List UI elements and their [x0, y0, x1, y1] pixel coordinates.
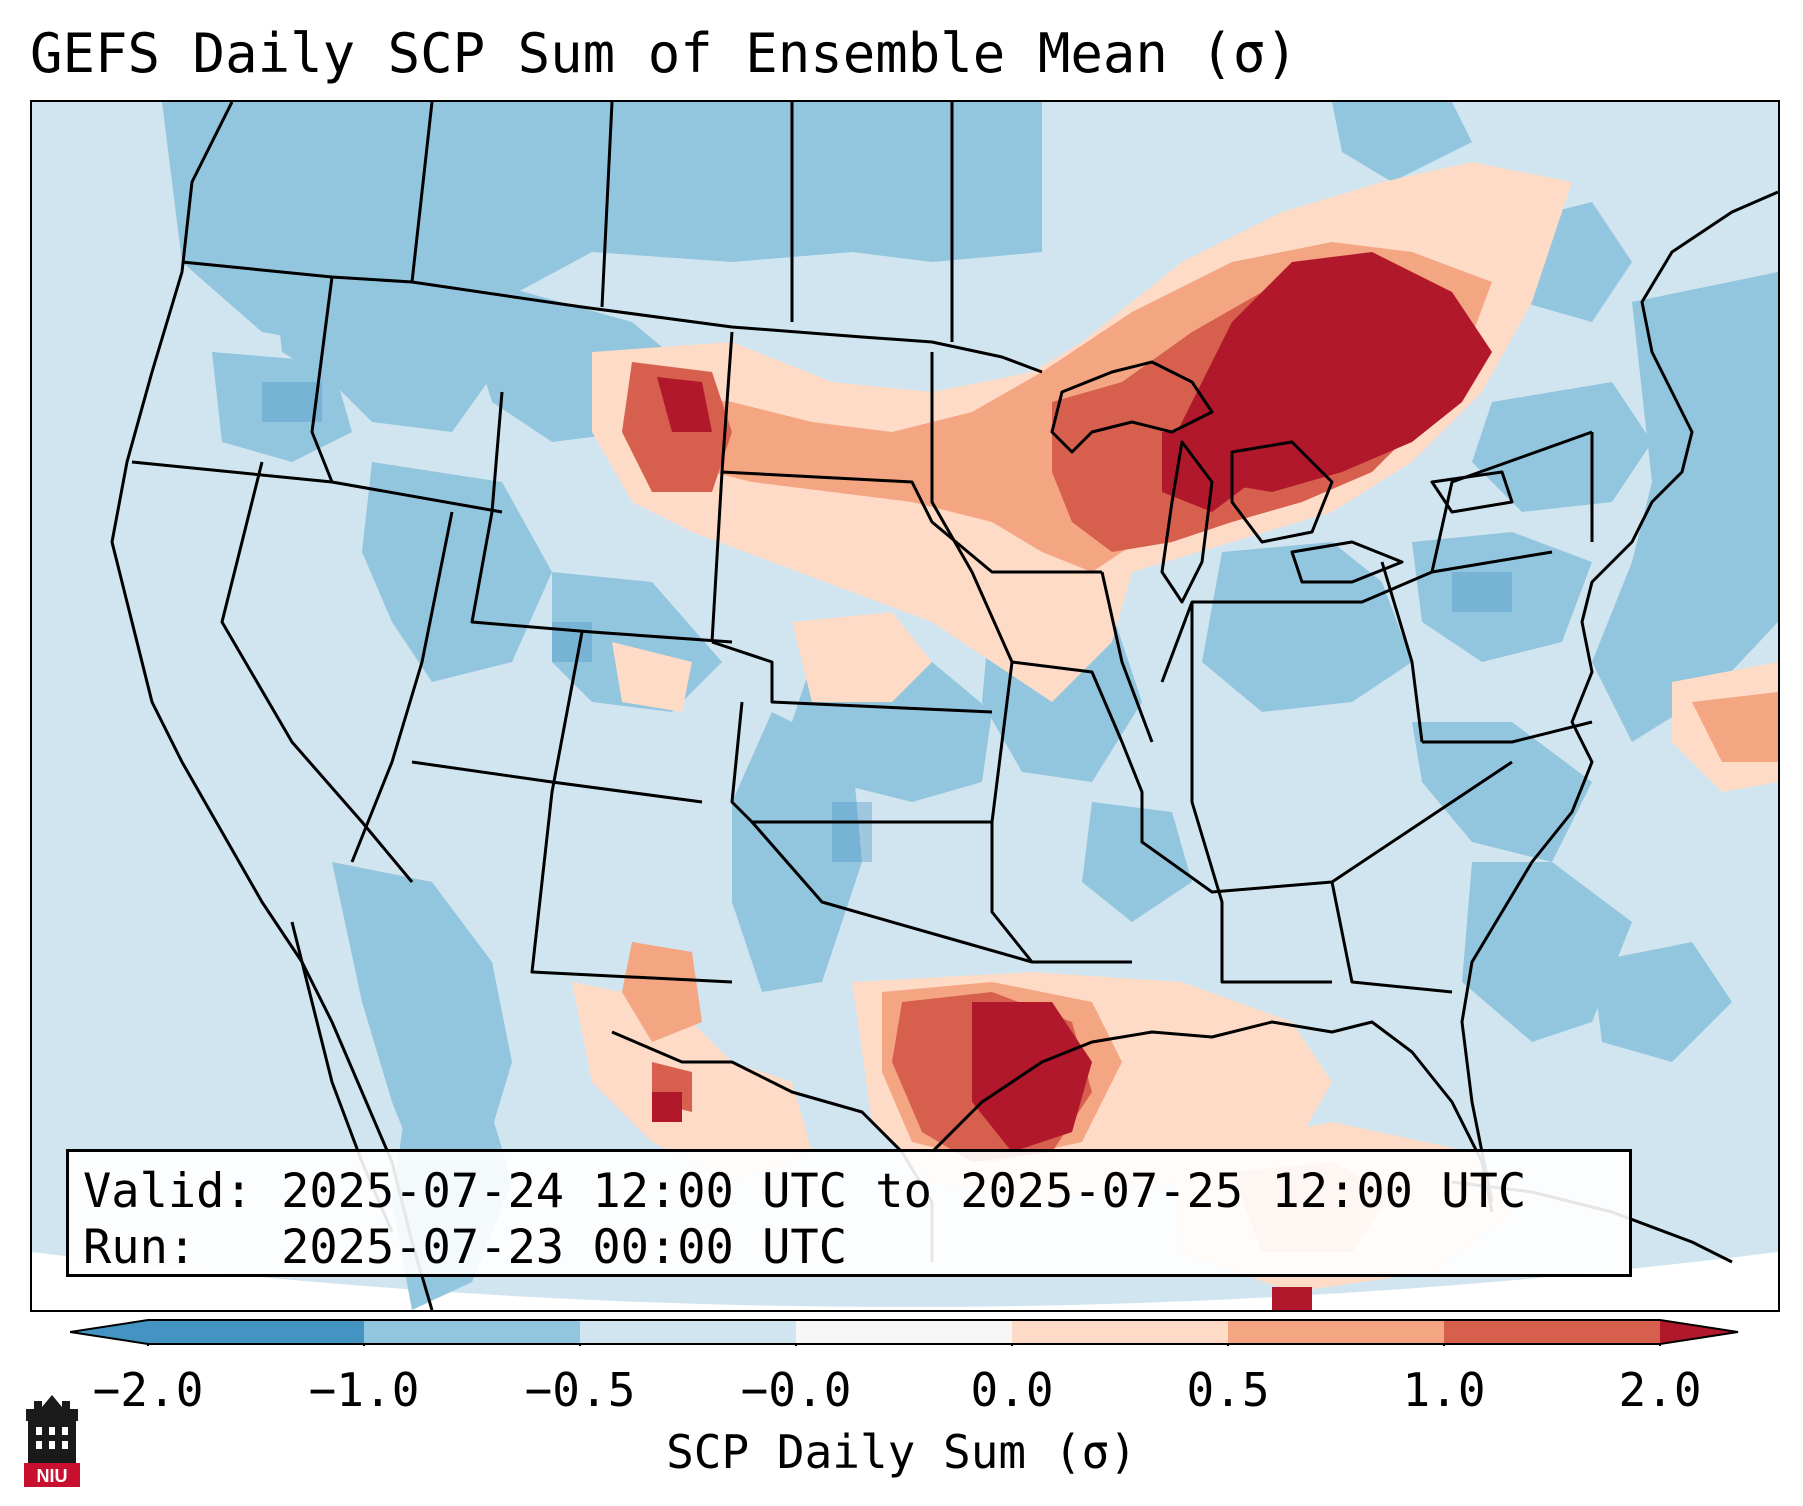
lake-superior [1050, 360, 1214, 454]
colorbar-tick-label: 0.5 [1186, 1363, 1270, 1417]
state-line [930, 352, 1014, 823]
valid-time-line: Valid: 2025-07-24 12:00 UTC to 2025-07-2… [83, 1164, 1527, 1219]
province-line [410, 102, 954, 342]
state-line [1100, 571, 1154, 743]
extreme-positive-regions [652, 252, 1492, 1310]
lake-ontario [1430, 470, 1514, 514]
strong-negative-patches [262, 382, 1512, 862]
colorbar-tick-label: 2.0 [1618, 1363, 1702, 1417]
colorbar-tick-label: 0.0 [970, 1363, 1054, 1417]
state-line [1380, 561, 1424, 743]
map-canvas [32, 102, 1778, 1310]
state-line [220, 461, 414, 883]
colorbar-bin-1 [148, 1320, 364, 1344]
state-line [470, 391, 733, 644]
state-line [1011, 660, 1513, 894]
map-panel [30, 100, 1780, 1312]
colorbar-bin-6 [1228, 1320, 1444, 1344]
colorbar-extend-high [1660, 1320, 1738, 1344]
state-line [990, 822, 1132, 964]
lake-michigan [1160, 440, 1214, 604]
state-line [350, 511, 454, 863]
state-line [721, 470, 1102, 574]
logo-text: NIU [37, 1466, 68, 1486]
valid-time-box: Valid: 2025-07-24 12:00 UTC to 2025-07-2… [66, 1149, 1632, 1277]
projection-edge [32, 1252, 1778, 1310]
state-line [1430, 430, 1593, 573]
map-title: GEFS Daily SCP Sum of Ensemble Mean (σ) [30, 22, 1298, 85]
colorbar-label: SCP Daily Sum (σ) [666, 1425, 1137, 1479]
us-canada-border [181, 260, 1043, 374]
state-line [530, 631, 733, 984]
lake-huron [1230, 440, 1334, 544]
colorbar-bin-2 [364, 1320, 580, 1344]
colorbar-tick-label: −0.0 [740, 1363, 852, 1417]
state-line [750, 821, 1033, 964]
colorbar-tick-label: −0.5 [524, 1363, 636, 1417]
state-line [711, 640, 993, 714]
state-line [1422, 720, 1593, 744]
colorbar-ticks [147, 1344, 1661, 1346]
colorbar-bin-5 [1012, 1320, 1228, 1344]
colorbar-tick-label: −1.0 [308, 1363, 420, 1417]
colorbar-bin-7 [1444, 1320, 1660, 1344]
colorbar-extend-low [70, 1320, 148, 1344]
run-time-line: Run: 2025-07-23 00:00 UTC [83, 1220, 848, 1275]
state-line [310, 276, 334, 483]
colorbar-bin-3 [580, 1320, 796, 1344]
state-line [411, 760, 703, 804]
colorbar-tick-label: −2.0 [92, 1363, 204, 1417]
east-coastline [1460, 190, 1778, 1203]
state-line [730, 701, 992, 824]
colorbar-bin-4 [796, 1320, 1012, 1344]
niu-logo-icon: NIU [24, 1395, 80, 1487]
negative-anomaly-regions [162, 102, 1778, 1310]
state-line [1190, 602, 1332, 984]
lake-erie [1290, 540, 1404, 584]
state-line [1160, 550, 1553, 683]
colorbar-tick-label: 1.0 [1402, 1363, 1486, 1417]
colorbar [70, 1319, 1739, 1346]
west-coastline [110, 102, 434, 1310]
state-line [1330, 881, 1453, 994]
